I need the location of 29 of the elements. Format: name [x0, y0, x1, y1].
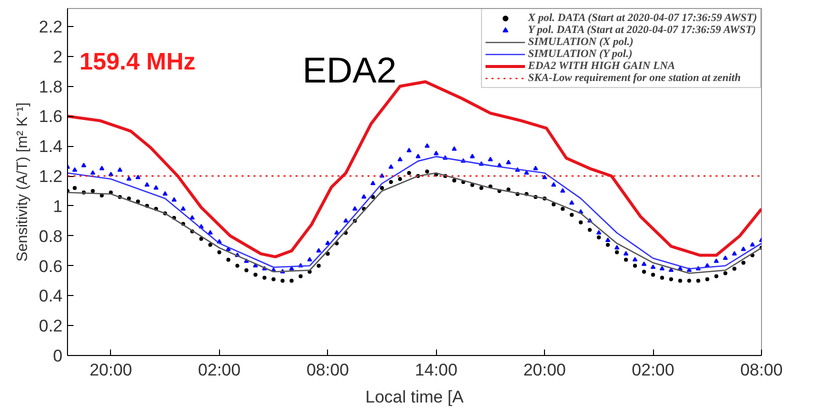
legend-label: EDA2 WITH HIGH GAIN LNA [528, 60, 676, 72]
legend-label: SKA-Low requirement for one station at zenith [528, 72, 741, 84]
y-tick-label: 2.2 [38, 17, 63, 36]
y-tick-label: 0.4 [38, 286, 63, 306]
y-tick-label: 0.6 [38, 256, 63, 276]
x-tick-label: 08:00 [306, 360, 350, 380]
x-tick-label: 20:00 [523, 360, 566, 380]
y-tick-label: 2 [53, 47, 63, 66]
legend-label: SIMULATION (X pol.) [528, 36, 634, 48]
x-tick-label: 08:00 [740, 360, 783, 380]
y-axis-title: Sensitivity (A/T) [m² K⁻¹] [14, 102, 31, 262]
annotation: EDA2 [302, 50, 397, 90]
y-tick-label: 0.8 [38, 226, 63, 246]
y-tick-label: 1.2 [38, 167, 63, 186]
x-tick-label: 20:00 [90, 360, 132, 380]
legend-label: Y pol. DATA (Start at 2020-04-07 17:36:59 AWST) [528, 24, 756, 36]
y-tick-label: 0.2 [38, 316, 63, 336]
legend-label: SIMULATION (Y pol.) [528, 48, 632, 60]
y-tick-label: 1.4 [38, 137, 63, 156]
y-tick-label: 0 [53, 346, 63, 366]
y-tick-label: 1.8 [38, 77, 63, 96]
x-tick-label: 02:00 [632, 360, 674, 380]
x-tick-label: 14:00 [414, 360, 458, 380]
x-axis-title: Local time [A [365, 388, 464, 406]
legend-label: X pol. DATA (Start at 2020-04-07 17:36:59 AWST) [528, 12, 757, 24]
x-tick-label: 02:00 [198, 360, 241, 380]
y-tick-label: 1.6 [38, 107, 63, 126]
annotation: 159.4 MHz [80, 48, 196, 76]
y-tick-label: 1 [53, 196, 63, 216]
